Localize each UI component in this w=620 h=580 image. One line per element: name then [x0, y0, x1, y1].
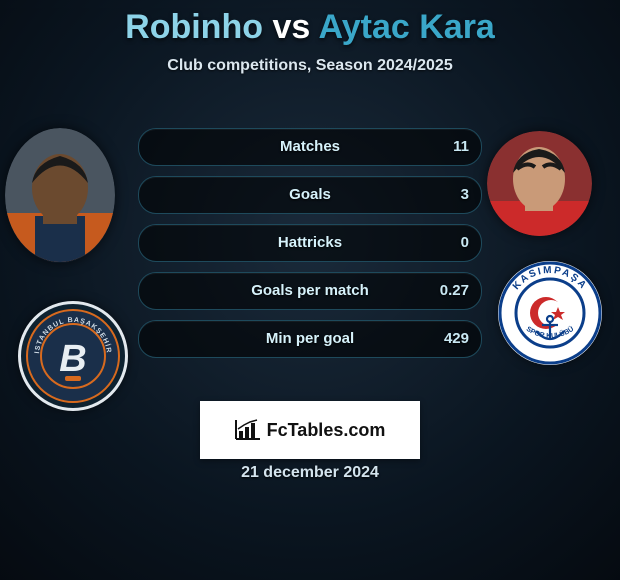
stat-row-matches: Matches 11 [138, 128, 482, 166]
stat-label: Hattricks [139, 225, 481, 261]
stat-p2-value: 429 [444, 321, 469, 357]
stat-p2-value: 0.27 [440, 273, 469, 309]
player1-name: Robinho [125, 8, 263, 46]
stat-p2-value: 3 [461, 177, 469, 213]
stat-p2-value: 11 [453, 129, 469, 165]
date-text: 21 december 2024 [0, 464, 620, 482]
bar-chart-icon [235, 419, 261, 441]
player1-club-badge: ISTANBUL BAŞAKŞEHİR B [18, 301, 128, 411]
player2-name: Aytac Kara [318, 8, 494, 46]
stat-label: Min per goal [139, 321, 481, 357]
watermark-text: FcTables.com [267, 420, 386, 441]
stat-row-goals-per-match: Goals per match 0.27 [138, 272, 482, 310]
stats-list: Matches 11 Goals 3 Hattricks 0 Goals per… [138, 128, 482, 368]
stat-label: Goals per match [139, 273, 481, 309]
svg-text:B: B [59, 338, 86, 380]
player1-avatar [5, 128, 115, 263]
player2-avatar [487, 131, 592, 236]
subtitle: Club competitions, Season 2024/2025 [0, 57, 620, 75]
stat-row-min-per-goal: Min per goal 429 [138, 320, 482, 358]
player2-club-badge: KASIMPAŞA SPOR KULÜBÜ [498, 261, 602, 365]
watermark-box: FcTables.com [200, 401, 420, 459]
stat-p2-value: 0 [461, 225, 469, 261]
stat-label: Matches [139, 129, 481, 165]
vs-text: vs [272, 8, 310, 46]
stat-row-hattricks: Hattricks 0 [138, 224, 482, 262]
stat-label: Goals [139, 177, 481, 213]
stat-row-goals: Goals 3 [138, 176, 482, 214]
comparison-title: Robinho vs Aytac Kara [0, 8, 620, 47]
